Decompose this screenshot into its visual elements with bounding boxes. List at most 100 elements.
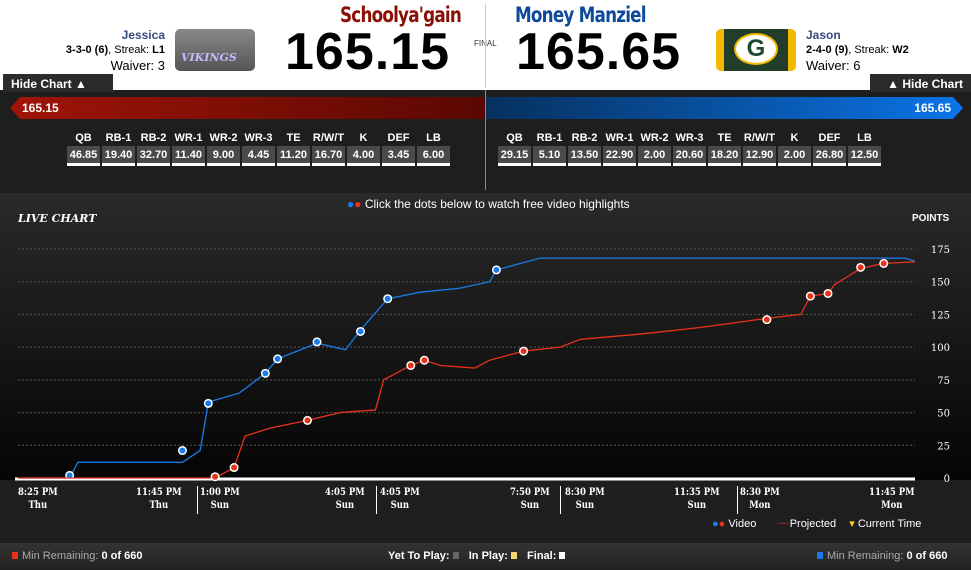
position-points: 18.20 bbox=[708, 146, 741, 166]
right-team-name[interactable]: Money Manziel bbox=[515, 3, 647, 27]
position-points: 4.00 bbox=[347, 146, 380, 166]
x-tick-label: 8:30 PM Mon bbox=[740, 487, 780, 511]
video-dot-core bbox=[520, 348, 527, 355]
day-divider bbox=[560, 486, 561, 514]
position-points: 26.80 bbox=[813, 146, 846, 166]
position-header: WR-1 bbox=[174, 132, 203, 144]
position-header: LB bbox=[426, 132, 441, 144]
right-score-bar: 165.65 bbox=[486, 97, 963, 119]
video-dot-core bbox=[262, 370, 269, 377]
points-axis-label: POINTS bbox=[912, 213, 950, 224]
position-header: RB-2 bbox=[571, 132, 598, 144]
left-min-remaining-label: Min Remaining: bbox=[22, 550, 99, 562]
right-owner[interactable]: Jason bbox=[806, 28, 841, 42]
center-divider bbox=[485, 90, 486, 190]
right-min-remaining-label: Min Remaining: bbox=[827, 550, 904, 562]
video-dot-core bbox=[857, 264, 864, 271]
video-hint[interactable]: ●● Click the dots below to watch free vi… bbox=[347, 197, 630, 211]
video-dot-core bbox=[212, 473, 219, 480]
position-header: RB-1 bbox=[536, 132, 563, 144]
x-tick-label: 11:35 PM Sun bbox=[674, 487, 720, 511]
position-points: 22.90 bbox=[603, 146, 636, 166]
position-points: 3.45 bbox=[382, 146, 415, 166]
final-label: Final: bbox=[527, 550, 557, 562]
video-legend-icon: ●● bbox=[712, 518, 726, 530]
footer-bar: Min Remaining: 0 of 660 Yet To Play: In … bbox=[0, 543, 971, 570]
video-legend-label: Video bbox=[728, 518, 757, 530]
x-tick-label: 11:45 PM Mon bbox=[869, 487, 915, 511]
position-header: RB-2 bbox=[140, 132, 167, 144]
position-points: 32.70 bbox=[137, 146, 170, 166]
position-points: 4.45 bbox=[242, 146, 275, 166]
video-dot-core bbox=[357, 328, 364, 335]
right-waiver: Waiver: 6 bbox=[806, 58, 861, 73]
position-header: WR-2 bbox=[209, 132, 238, 144]
position-points: 20.60 bbox=[673, 146, 706, 166]
left-streak-label: Streak: bbox=[114, 44, 150, 56]
position-header: RB-1 bbox=[105, 132, 132, 144]
position-points: 2.00 bbox=[638, 146, 671, 166]
x-tick-label: 1:00 PM Sun bbox=[200, 487, 240, 511]
x-tick-label: 7:50 PM Sun bbox=[510, 487, 550, 511]
position-header: WR-3 bbox=[675, 132, 704, 144]
y-tick-label: 25 bbox=[937, 441, 950, 452]
live-chart-title: LIVE CHART bbox=[18, 212, 97, 225]
left-team-name[interactable]: Schoolya'gain bbox=[340, 3, 462, 27]
current-time-icon: ▾ bbox=[849, 518, 855, 530]
y-tick-label: 50 bbox=[937, 409, 950, 420]
video-dot-core bbox=[825, 290, 832, 297]
y-tick-label: 175 bbox=[931, 245, 950, 256]
chart-legend: ●● Video ┈┈ Projected ▾ Current Time bbox=[712, 517, 921, 530]
day-divider bbox=[737, 486, 738, 514]
video-dot-core bbox=[274, 355, 281, 362]
live-chart-section bbox=[0, 193, 971, 480]
position-header: WR-3 bbox=[244, 132, 273, 144]
x-tick-label: 11:45 PM Thu bbox=[136, 487, 182, 511]
x-tick-label: 4:05 PM Sun bbox=[380, 487, 420, 511]
position-points: 46.85 bbox=[67, 146, 100, 166]
position-points: 16.70 bbox=[312, 146, 345, 166]
left-min-remaining: 0 of 660 bbox=[101, 550, 143, 562]
video-dot-core bbox=[421, 357, 428, 364]
position-points: 9.00 bbox=[207, 146, 240, 166]
x-axis-ticks: 8:25 PM Thu 11:45 PM Thu 1:00 PM Sun 4:05 PM Su… bbox=[0, 486, 971, 516]
position-header: TE bbox=[717, 132, 732, 144]
y-tick-label: 125 bbox=[931, 310, 950, 321]
right-owner-info: Jason 2-4-0 (9), Streak: W2 Waiver: 6 bbox=[806, 28, 909, 73]
right-streak-label: Streak: bbox=[854, 44, 890, 56]
right-streak: W2 bbox=[892, 44, 909, 56]
right-score: 165.65 bbox=[516, 23, 682, 81]
day-divider bbox=[197, 486, 198, 514]
yet-to-play-label: Yet To Play: bbox=[388, 550, 450, 562]
right-record: 2-4-0 (9) bbox=[806, 44, 849, 56]
packers-logo: G bbox=[716, 29, 796, 71]
position-header: DEF bbox=[818, 132, 841, 144]
position-header: R/W/T bbox=[312, 132, 345, 144]
left-hide-chart-button[interactable]: Hide Chart ▲ bbox=[3, 74, 113, 92]
left-score: 165.15 bbox=[285, 23, 451, 81]
y-tick-label: 100 bbox=[931, 343, 950, 354]
y-tick-label: 75 bbox=[937, 376, 950, 387]
left-owner[interactable]: Jessica bbox=[121, 28, 165, 42]
position-header: QB bbox=[75, 132, 92, 144]
x-tick-label: 4:05 PM Sun bbox=[325, 487, 365, 511]
x-tick-label: 8:25 PM Thu bbox=[18, 487, 58, 511]
position-points: 13.50 bbox=[568, 146, 601, 166]
position-header: LB bbox=[857, 132, 872, 144]
y-tick-label: 150 bbox=[931, 278, 950, 289]
current-time-legend-label: Current Time bbox=[857, 518, 922, 530]
position-points: 12.90 bbox=[743, 146, 776, 166]
position-points: 19.40 bbox=[102, 146, 135, 166]
day-divider bbox=[376, 486, 377, 514]
left-owner-info: Jessica 3-3-0 (6), Streak: L1 Waiver: 3 bbox=[65, 28, 165, 73]
video-dot-core bbox=[384, 295, 391, 302]
right-min-remaining: 0 of 660 bbox=[906, 550, 948, 562]
position-points: 11.40 bbox=[172, 146, 205, 166]
left-position-table: QB RB-1 RB-2 WR-1 WR-2 WR-3 TE R/W/T K DEF LB 46.85… bbox=[65, 130, 452, 166]
video-dot-core bbox=[231, 464, 238, 471]
projected-legend-label: Projected bbox=[789, 518, 837, 530]
video-dot-core bbox=[179, 447, 186, 454]
video-dot-core bbox=[763, 316, 770, 323]
header-divider bbox=[485, 4, 486, 88]
right-hide-chart-button[interactable]: ▲ Hide Chart bbox=[870, 74, 971, 92]
